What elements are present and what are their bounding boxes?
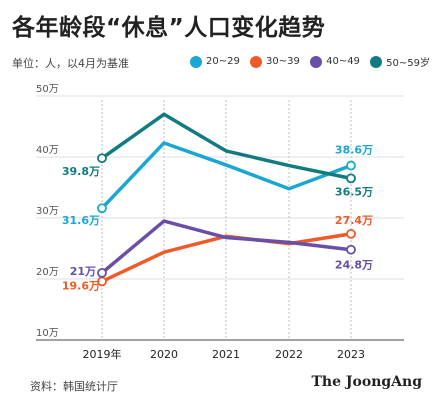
data-label: 21万 bbox=[70, 265, 96, 278]
data-point-1 bbox=[346, 228, 356, 239]
data-label: 19.6万 bbox=[62, 279, 100, 292]
chart-title: 各年龄段“休息”人口变化趋势 bbox=[12, 15, 326, 41]
x-tick-label: 2019年 bbox=[83, 347, 122, 361]
publisher-logo: The JoongAng bbox=[311, 374, 422, 390]
y-tick-label: 30万 bbox=[36, 206, 59, 217]
source-note: 资料：韩国统计厅 bbox=[30, 380, 118, 393]
data-label: 39.8万 bbox=[62, 165, 100, 178]
x-tick-label: 2021 bbox=[212, 348, 240, 361]
series-line-0 bbox=[100, 141, 353, 210]
y-tick-label: 40万 bbox=[36, 145, 59, 156]
data-point-3 bbox=[346, 173, 356, 184]
data-label: 31.6万 bbox=[62, 214, 100, 227]
legend-swatch bbox=[310, 55, 323, 68]
y-tick-label: 50万 bbox=[36, 84, 59, 95]
legend-swatch bbox=[250, 55, 263, 68]
data-point-2 bbox=[97, 267, 107, 278]
unit-note: 单位：人，以4月为基准 bbox=[12, 57, 129, 70]
legend: 20~29 30~39 40~49 50~59岁 bbox=[190, 54, 430, 69]
data-point-0 bbox=[346, 160, 356, 171]
legend-swatch bbox=[190, 55, 202, 68]
y-tick-label: 10万 bbox=[36, 328, 59, 339]
y-tick-label: 20万 bbox=[36, 267, 59, 278]
legend-item-20-29: 20~29 bbox=[190, 54, 240, 69]
data-point-0 bbox=[97, 203, 107, 214]
data-point-2 bbox=[346, 244, 356, 255]
legend-label: 20~29 bbox=[206, 56, 240, 67]
legend-label: 40~49 bbox=[326, 56, 360, 67]
x-tick-label: 2023 bbox=[337, 348, 365, 361]
x-tick-label: 2022 bbox=[275, 348, 303, 361]
legend-label: 50~59岁 bbox=[386, 58, 430, 69]
data-label: 36.5万 bbox=[335, 185, 373, 198]
x-tick-label: 2020 bbox=[150, 348, 178, 361]
series-line-2 bbox=[100, 219, 353, 275]
legend-item-40-49: 40~49 bbox=[310, 54, 360, 69]
legend-item-50-59: 50~59岁 bbox=[370, 54, 430, 69]
data-label: 27.4万 bbox=[335, 214, 373, 227]
data-label: 38.6万 bbox=[335, 144, 373, 157]
legend-swatch bbox=[370, 55, 383, 68]
series-line-3 bbox=[100, 112, 353, 181]
data-label: 24.8万 bbox=[335, 259, 373, 272]
legend-item-30-39: 30~39 bbox=[250, 54, 300, 69]
legend-label: 30~39 bbox=[266, 56, 300, 67]
data-point-3 bbox=[97, 153, 107, 164]
